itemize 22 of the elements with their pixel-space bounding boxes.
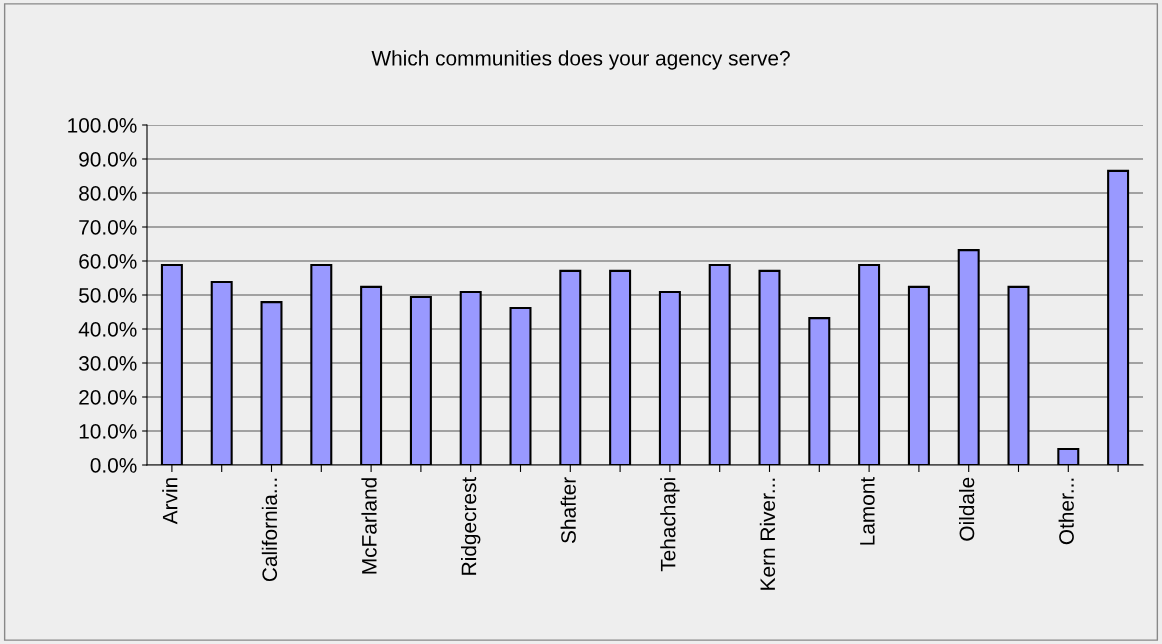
y-tick-label: 10.0% [79, 424, 137, 439]
y-tick-label: 60.0% [79, 254, 137, 269]
y-tick-label: 20.0% [79, 390, 137, 405]
x-tick-label: California... [261, 478, 278, 582]
x-tick-label: Kern River... [759, 478, 776, 590]
x-tick-label: Arvin [162, 478, 178, 525]
chart-title: Which communities does your agency serve? [371, 50, 790, 70]
x-tick-label: Other... [1058, 478, 1074, 545]
x-tick-label: Ridgecrest [460, 476, 481, 575]
x-tick-label: Lamont [860, 476, 875, 545]
y-tick-label: 90.0% [79, 152, 137, 167]
y-tick-label: 0.0% [90, 458, 137, 473]
y-tick-label: 80.0% [79, 186, 137, 201]
y-tick-label: 40.0% [78, 322, 137, 337]
y-tick-label: 30.0% [79, 356, 137, 371]
x-tick-label: McFarland [361, 478, 377, 574]
y-tick-label: 70.0% [79, 220, 137, 235]
y-tick-label: 100.0% [68, 118, 137, 133]
x-tick-label: Tehachapi [660, 478, 680, 572]
y-tick-label: 50.0% [79, 288, 137, 303]
x-tick-label: Oildale [958, 477, 975, 541]
x-tick-label: Shafter [560, 477, 576, 544]
